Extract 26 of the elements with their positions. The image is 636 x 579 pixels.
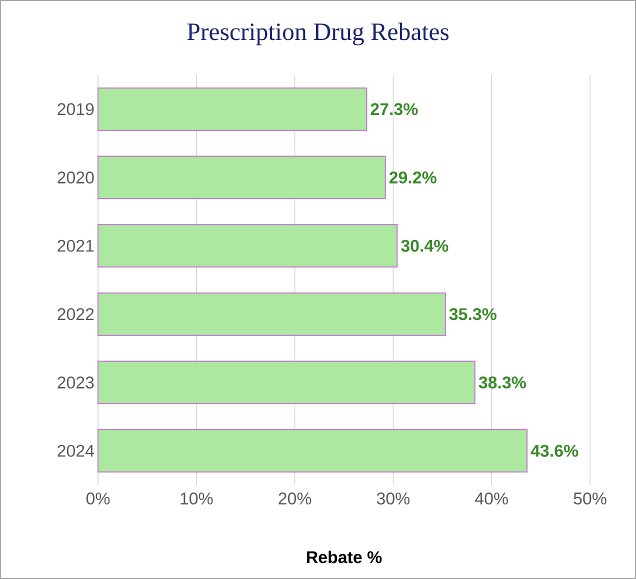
- bar: [98, 292, 446, 336]
- y-tick-label: 2020: [58, 172, 94, 184]
- data-label: 27.3%: [370, 103, 418, 116]
- x-tick-label: 50%: [574, 492, 606, 505]
- data-label: 29.2%: [389, 172, 436, 184]
- data-label: 38.3%: [478, 376, 526, 388]
- data-label: 43.6%: [530, 444, 578, 457]
- y-tick-label: 2022: [58, 308, 94, 320]
- x-tick-label: 30%: [376, 492, 410, 505]
- x-axis-title: Rebate %: [307, 550, 382, 564]
- data-label: 35.3%: [449, 308, 496, 320]
- x-tick-label: 40%: [475, 492, 508, 505]
- y-tick-label: 2019: [58, 103, 94, 116]
- bar: [98, 224, 398, 268]
- y-tick-label: 2023: [58, 376, 94, 388]
- bar: [98, 429, 528, 473]
- y-tick-label: 2024: [58, 444, 94, 457]
- bar: [98, 87, 368, 131]
- x-tick-label: 0%: [86, 492, 110, 505]
- bar: [98, 156, 386, 200]
- chart-title: Prescription Drug Rebates: [187, 22, 449, 46]
- x-tick-label: 20%: [278, 492, 312, 505]
- y-tick-label: 2021: [58, 240, 94, 252]
- x-tick-label: 10%: [180, 492, 213, 505]
- data-label: 30.4%: [401, 240, 448, 252]
- bar: [98, 360, 476, 404]
